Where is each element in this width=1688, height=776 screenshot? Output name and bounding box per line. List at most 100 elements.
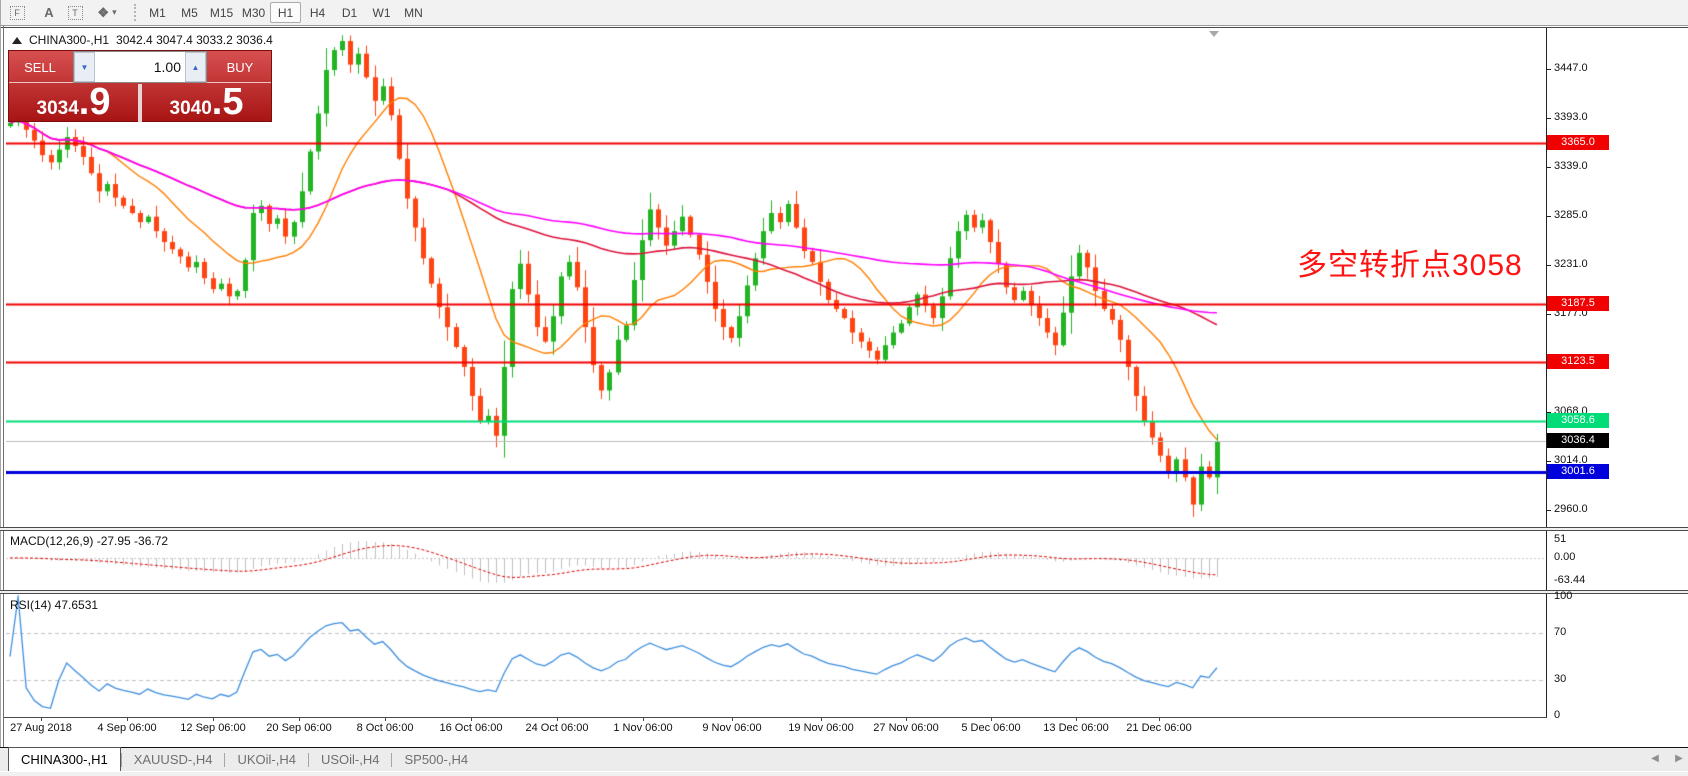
price-axis-tick: 3447.0 (1554, 62, 1588, 75)
time-axis-tick-dash (213, 717, 214, 721)
indicators-grid-icon[interactable]: F (4, 2, 30, 23)
chart-tab-bar: CHINA300-,H1 XAUUSD-,H4 UKOil-,H4 USOil-,H4… (0, 747, 1688, 771)
rsi-axis-tick: 100 (1554, 590, 1573, 602)
time-axis-tick-dash (1076, 717, 1077, 721)
panel-splitter-rsi[interactable] (0, 590, 1688, 594)
price-axis-tick-dash (1546, 117, 1551, 119)
macd-axis-tick: -63.44 (1554, 574, 1586, 586)
symbol-up-arrow-icon (12, 36, 22, 44)
time-axis-tick-dash (471, 717, 472, 721)
rsi-bottom-border (4, 717, 1547, 718)
timeframe-button-m30[interactable]: M30 (241, 5, 266, 20)
chart-window-top-border (0, 27, 1688, 28)
time-axis-label: 20 Sep 06:00 (266, 722, 332, 734)
trade-panel-divider (138, 84, 142, 122)
time-axis-label: 1 Nov 06:00 (613, 722, 673, 734)
price-axis-tick: 3339.0 (1554, 159, 1588, 172)
sell-button[interactable]: SELL (24, 59, 56, 75)
time-axis-tick-dash (41, 717, 42, 721)
chart-tab-china300[interactable]: CHINA300-,H1 (8, 747, 121, 771)
macd-label: MACD(12,26,9) -27.95 -36.72 (10, 534, 169, 548)
sell-price[interactable]: 3034 .9 (9, 81, 138, 123)
chart-ohlc-values: 3042.4 3047.4 3033.2 3036.4 (116, 33, 273, 47)
price-axis-tick: 3285.0 (1554, 208, 1588, 221)
price-axis-tick: 2960.0 (1554, 502, 1588, 515)
time-axis-tick-dash (906, 717, 907, 721)
time-axis-label: 27 Aug 2018 (10, 722, 72, 734)
timeframe-button-h1[interactable]: H1 (270, 2, 301, 23)
time-axis-label: 8 Oct 06:00 (356, 722, 414, 734)
text-label-tool-icon[interactable]: T (62, 2, 88, 23)
timeframe-button-h4[interactable]: H4 (309, 5, 326, 20)
toolbar-separator (134, 4, 138, 21)
cycles-tool-icon[interactable]: ❖ ▾ (97, 4, 117, 20)
volume-input[interactable] (95, 52, 185, 82)
trade-panel-prices-row: 3034 .9 3040 .5 (9, 81, 271, 123)
time-axis-tick-dash (643, 717, 644, 721)
timeframe-button-m15[interactable]: M15 (209, 5, 234, 20)
time-axis-label: 4 Sep 06:00 (97, 722, 157, 734)
trade-panel-buttons-row: SELL ▼ ▲ BUY (9, 51, 271, 83)
rsi-label: RSI(14) 47.6531 (10, 598, 99, 612)
timeframe-button-m5[interactable]: M5 (181, 5, 198, 20)
rsi-axis-tick: 0 (1554, 709, 1561, 721)
price-axis-tick-dash (1546, 461, 1551, 463)
level-price-label: 3123.5 (1547, 353, 1609, 369)
level-price-label: 3001.6 (1547, 464, 1609, 480)
sell-price-pips: .9 (78, 81, 111, 123)
arrow-tool-icon[interactable]: A (44, 5, 54, 20)
macd-indicator-canvas[interactable] (6, 532, 1546, 592)
price-axis-tick-dash (1546, 412, 1551, 414)
level-price-label: 3365.0 (1547, 135, 1609, 151)
chart-tab-ukoil[interactable]: UKOil-,H4 (237, 752, 296, 767)
macd-axis-tick: 0.00 (1554, 551, 1576, 563)
indicators-grid-icon: F (9, 5, 25, 20)
time-axis-label: 5 Dec 06:00 (961, 722, 1021, 734)
chart-text-annotation: 多空转折点3058 (1297, 249, 1523, 282)
text-label-tool-icon: T (67, 5, 83, 20)
price-axis-tick: 3014.0 (1554, 454, 1588, 467)
volume-increase-button[interactable]: ▲ (185, 52, 206, 82)
tab-separator (120, 753, 122, 767)
chart-shift-marker[interactable] (1209, 31, 1219, 37)
rsi-indicator-canvas[interactable] (6, 595, 1546, 718)
toolbar: F A T ❖ ▾ M1 M5 M15 M30 H1 H4 D1 W1 MN (0, 0, 1688, 26)
volume-decrease-button[interactable]: ▼ (74, 52, 95, 82)
buy-price[interactable]: 3040 .5 (142, 83, 271, 122)
price-axis-border (1546, 28, 1547, 717)
time-axis-label: 12 Sep 06:00 (180, 722, 246, 734)
panel-splitter-macd[interactable] (0, 527, 1688, 531)
chart-symbol-period: CHINA300-,H1 (29, 33, 110, 47)
time-axis-tick-dash (991, 717, 992, 721)
sell-price-int: 3034 (36, 98, 79, 119)
timeframe-button-w1[interactable]: W1 (372, 5, 391, 20)
tab-separator (307, 753, 309, 767)
buy-price-int: 3040 (169, 98, 212, 119)
time-axis-tick-dash (127, 717, 128, 721)
tab-scroll-left-button[interactable]: ◀ (1651, 753, 1659, 764)
window-left-border (0, 0, 1, 776)
timeframe-button-d1[interactable]: D1 (341, 5, 358, 20)
macd-axis-tick: 51 (1554, 532, 1567, 545)
price-axis-tick: 3231.0 (1554, 257, 1588, 270)
level-price-label: 3187.5 (1547, 296, 1609, 312)
rsi-axis-tick: 70 (1554, 625, 1567, 638)
tab-scroll-right-button[interactable]: ▶ (1675, 753, 1683, 764)
price-axis-tick-dash (1546, 69, 1551, 71)
volume-group: ▼ ▲ (73, 51, 207, 83)
time-axis-label: 27 Nov 06:00 (873, 722, 939, 734)
chart-tab-xauusd[interactable]: XAUUSD-,H4 (133, 752, 213, 767)
timeframe-button-mn[interactable]: MN (404, 5, 423, 20)
chart-tab-usoil[interactable]: USOil-,H4 (320, 752, 380, 767)
rsi-axis-tick: 30 (1554, 673, 1567, 686)
timeframe-button-m1[interactable]: M1 (149, 5, 166, 20)
price-axis-tick-dash (1546, 166, 1551, 168)
price-axis-tick-dash (1546, 509, 1551, 511)
status-strip (0, 771, 1688, 776)
buy-button[interactable]: BUY (226, 59, 254, 75)
chart-left-border (3, 26, 4, 747)
time-axis-label: 16 Oct 06:00 (439, 722, 503, 734)
chart-tab-sp500[interactable]: SP500-,H4 (404, 752, 469, 767)
time-axis-label: 13 Dec 06:00 (1043, 722, 1109, 734)
price-axis-tick-dash (1546, 215, 1551, 217)
